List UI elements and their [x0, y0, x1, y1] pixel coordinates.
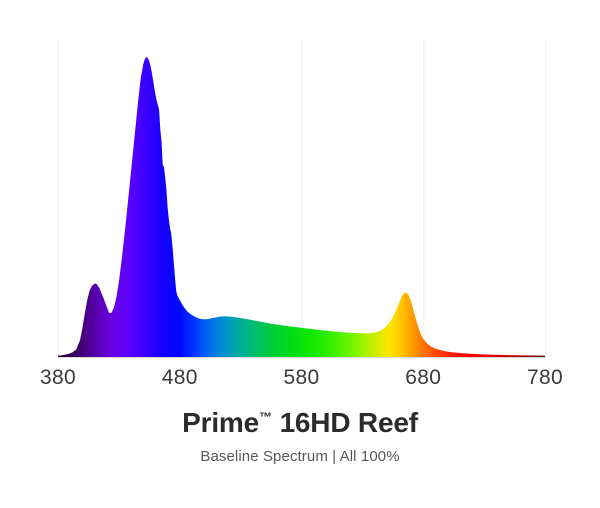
chart-caption: Prime™ 16HD Reef Baseline Spectrum | All…: [0, 406, 600, 465]
spectrum-chart: [58, 40, 546, 358]
x-tick-label: 380: [40, 366, 76, 389]
x-tick-label: 480: [161, 366, 198, 389]
spectrum-plot-svg: [58, 40, 546, 358]
gridlines: [58, 40, 546, 357]
chart-subtitle: Baseline Spectrum | All 100%: [200, 448, 400, 466]
chart-title: Prime™ 16HD Reef: [182, 407, 418, 438]
x-tick-label: 580: [283, 366, 320, 389]
trademark-symbol: ™: [258, 409, 272, 425]
x-tick-label: 680: [405, 366, 442, 389]
x-axis-tick-labels: 380 480 580 680 780: [0, 366, 600, 396]
x-tick-label: 780: [527, 366, 563, 389]
